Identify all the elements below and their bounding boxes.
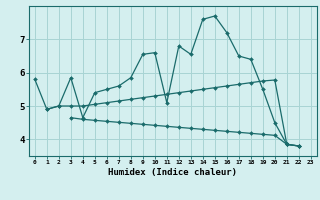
X-axis label: Humidex (Indice chaleur): Humidex (Indice chaleur) bbox=[108, 168, 237, 177]
